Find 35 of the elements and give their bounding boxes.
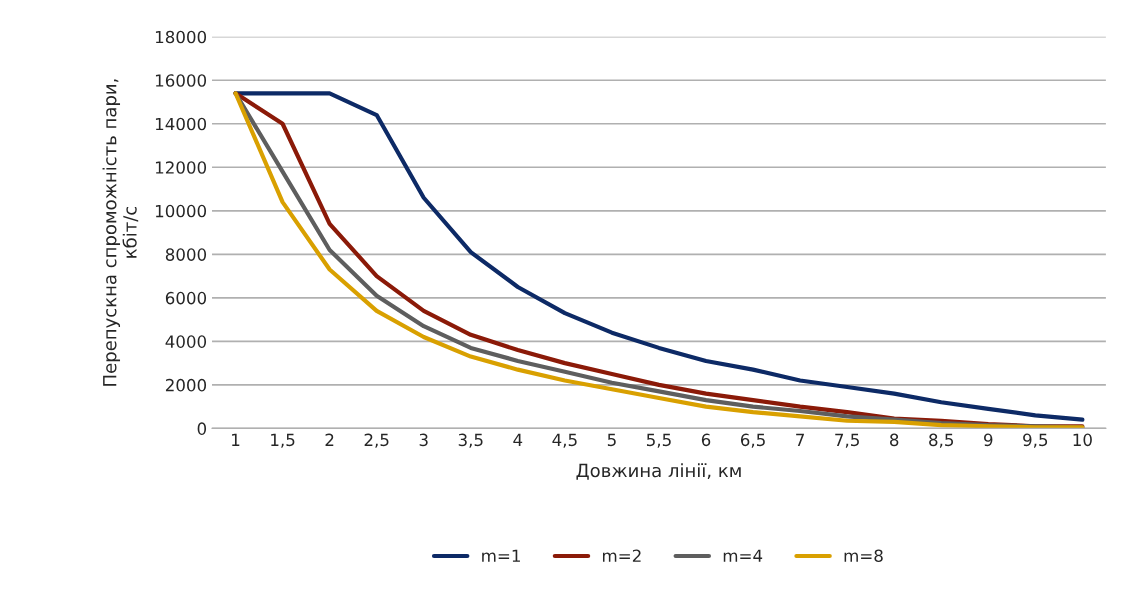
- y-tick-label: 10000: [155, 204, 207, 218]
- x-tick-label: 1: [232, 433, 240, 446]
- x-tick-label: 8,5: [929, 433, 954, 448]
- x-tick-label: 5,5: [646, 433, 671, 448]
- y-tick-label: 18000: [155, 30, 207, 44]
- x-tick-label: 6,5: [740, 433, 765, 448]
- legend-label: m=1: [482, 549, 520, 562]
- x-tick-label: 2: [325, 433, 334, 446]
- y-tick-label: 16000: [155, 74, 207, 87]
- x-axis-title: Довжина лінії, км: [576, 463, 741, 480]
- y-tick-label: 0: [197, 422, 207, 435]
- x-tick-label: 10: [1073, 433, 1092, 447]
- x-tick-label: 5: [607, 433, 616, 447]
- y-tick-label: 4000: [165, 335, 207, 348]
- x-tick-label: 7: [796, 433, 804, 446]
- y-axis-title: Перепускна спроможність пари, кбіт/с: [102, 79, 139, 386]
- x-tick-label: 7,5: [835, 433, 859, 448]
- y-tick-label: 6000: [165, 291, 207, 305]
- legend-label: m=4: [723, 549, 763, 562]
- y-tick-label: 14000: [155, 117, 207, 131]
- y-tick-label: 8000: [165, 248, 207, 261]
- legend-label: m=2: [602, 549, 641, 562]
- x-tick-label: 9,5: [1023, 433, 1048, 448]
- x-tick-label: 4,5: [552, 433, 577, 448]
- x-tick-label: 4: [513, 433, 523, 446]
- x-tick-label: 9: [984, 433, 993, 447]
- x-tick-label: 6: [701, 433, 711, 447]
- x-tick-label: 2,5: [364, 433, 389, 448]
- x-tick-label: 3: [419, 433, 428, 447]
- x-tick-label: 1,5: [271, 433, 295, 448]
- x-tick-label: 3,5: [458, 433, 483, 448]
- y-tick-label: 12000: [155, 161, 207, 174]
- y-tick-label: 2000: [165, 378, 207, 392]
- x-tick-label: 8: [890, 433, 899, 447]
- legend-label: m=8: [844, 549, 883, 563]
